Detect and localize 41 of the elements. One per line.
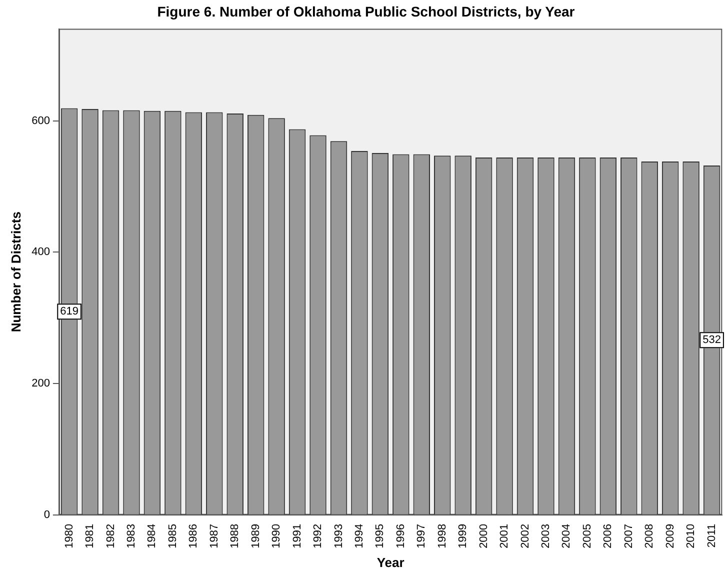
x-tick-label: 1995 [374,524,386,548]
x-tick-label: 1984 [146,524,158,548]
x-tick-label: 2007 [622,524,635,548]
x-tick-label: 2003 [540,524,552,548]
y-tick-label: 600 [32,114,50,127]
x-tick-label: 1986 [188,524,200,548]
x-tick-label: 2002 [519,524,532,548]
x-tick-label: 1989 [250,524,262,548]
chart-title: Figure 6. Number of Oklahoma Public School Districts, by Year [157,3,576,20]
x-tick-label: 1992 [312,524,324,548]
x-tick-label: 1982 [104,524,117,548]
x-tick-label: 1996 [394,524,407,548]
x-tick-label: 2006 [602,524,614,548]
x-tick-label: 1993 [332,524,345,548]
data-label: 532 [702,334,721,346]
y-tick-label: 0 [44,508,50,521]
x-tick-label: 1983 [126,524,138,548]
data-label: 619 [60,306,78,318]
x-tick-label: 2001 [498,524,511,548]
x-tick-label: 1997 [416,524,428,548]
x-tick-label: 2011 [706,524,718,548]
x-tick-label: 1998 [436,524,448,548]
x-tick-label: 1987 [208,524,220,548]
x-tick-label: 1991 [291,524,304,548]
x-tick-label: 1990 [270,524,283,548]
x-tick-label: 1981 [84,524,96,548]
x-tick-label: 2010 [685,524,698,548]
x-tick-label: 1988 [229,524,242,548]
x-tick-label: 1999 [457,524,470,548]
x-tick-label: 2000 [478,524,490,548]
x-tick-label: 2009 [664,524,676,548]
x-tick-label: 2004 [560,524,573,548]
x-tick-label: 2005 [581,524,594,548]
x-tick-label: 1985 [166,524,179,548]
y-tick-label: 400 [32,246,50,258]
x-axis-title: Year [376,554,404,570]
y-axis-title: Number of Districts [8,212,24,332]
y-tick-label: 200 [32,378,50,390]
x-tick-label: 1980 [63,524,76,548]
x-tick-label: 2008 [644,524,656,548]
x-tick-label: 1994 [353,524,366,548]
